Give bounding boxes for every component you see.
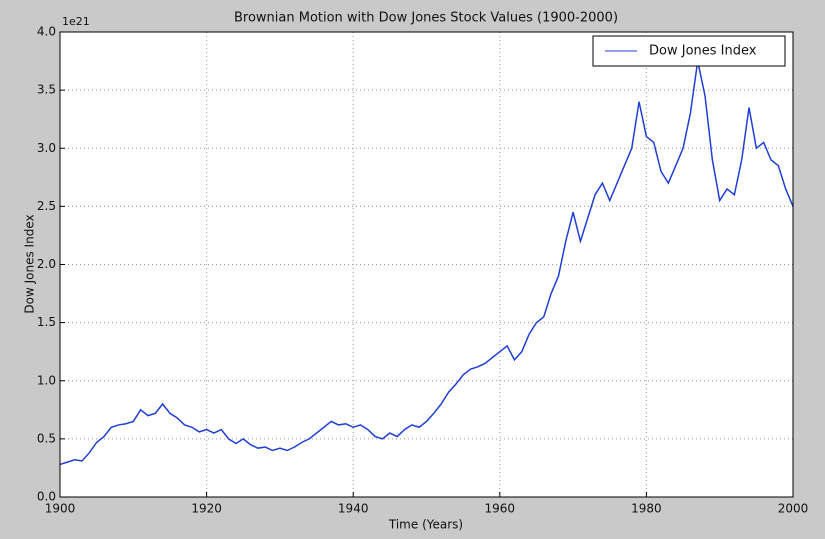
- y-tick-label: 2.5: [37, 199, 56, 213]
- y-tick-label: 3.5: [37, 83, 56, 97]
- y-axis-label: Dow Jones Index: [23, 214, 37, 313]
- x-tick-label: 1960: [485, 502, 516, 516]
- chart-title: Brownian Motion with Dow Jones Stock Val…: [234, 11, 618, 26]
- y-tick-label: 0.0: [37, 490, 56, 504]
- y-axis-multiplier: 1e21: [62, 15, 90, 28]
- plot-frame: [59, 31, 794, 498]
- x-tick-label: 1980: [631, 502, 662, 516]
- plot-area: [59, 31, 794, 498]
- y-tick-label: 3.0: [37, 141, 56, 155]
- x-tick-label: 2000: [778, 502, 809, 516]
- y-tick-label: 0.5: [37, 431, 56, 445]
- x-tick-label: 1920: [191, 502, 222, 516]
- y-tick-label: 4.0: [37, 25, 56, 39]
- x-tick-label: 1900: [45, 502, 76, 516]
- legend-label: Dow Jones Index: [649, 44, 757, 59]
- x-tick-label: 1940: [338, 502, 369, 516]
- y-tick-label: 1.0: [37, 373, 56, 387]
- y-tick-label: 2.0: [37, 257, 56, 271]
- x-axis-label: Time (Years): [388, 518, 463, 532]
- y-tick-label: 1.5: [37, 315, 56, 329]
- data-line: [59, 60, 794, 466]
